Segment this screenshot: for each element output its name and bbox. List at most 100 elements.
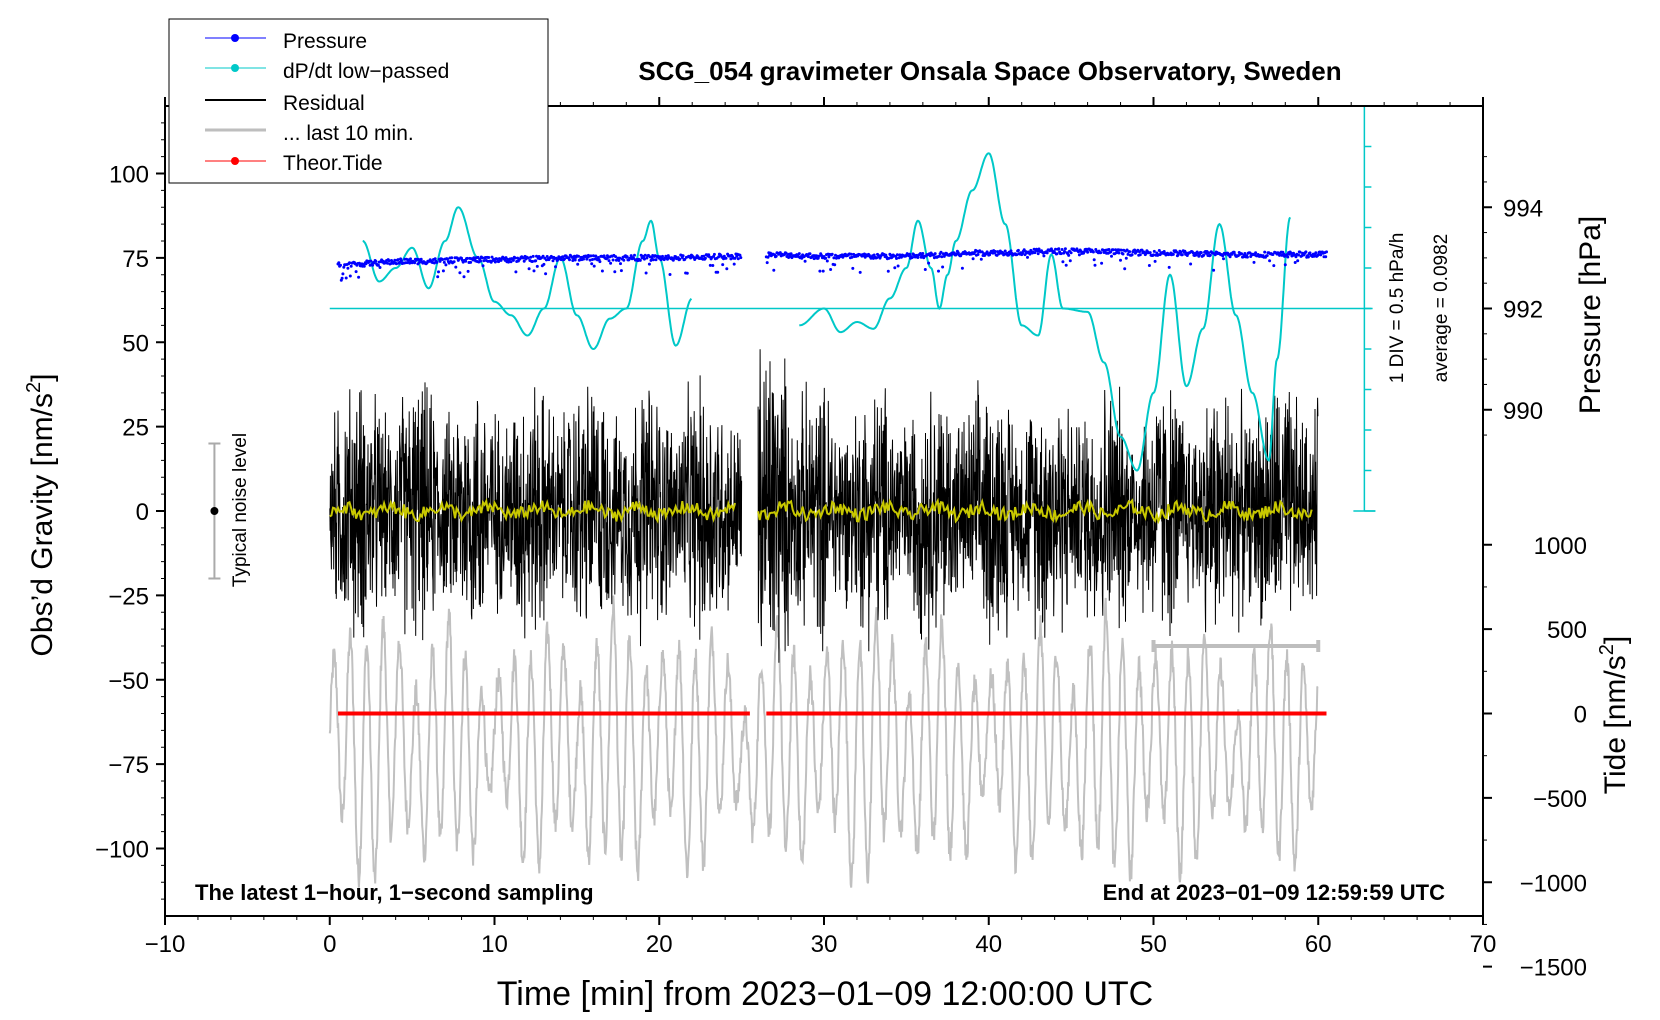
pressure-point: [649, 258, 653, 262]
pressure-point: [1123, 267, 1127, 271]
pressure-point: [433, 257, 437, 261]
pressure-point: [1240, 252, 1244, 256]
pressure-point: [1189, 262, 1193, 266]
pressure-point: [446, 257, 449, 261]
y-tick-label-8: 100: [109, 162, 149, 189]
pressure-point: [895, 253, 899, 257]
tilt-signal-layer: [328, 595, 1319, 888]
pressure-point: [1289, 251, 1293, 255]
pressure-point: [576, 262, 580, 266]
pressure-point: [462, 275, 466, 279]
pressure-point: [339, 263, 342, 267]
pressure-point: [1272, 264, 1276, 268]
pressure-point: [1028, 252, 1032, 256]
pressure-point: [1325, 250, 1328, 254]
pressure-point: [559, 258, 563, 262]
pressure-point: [1054, 247, 1057, 251]
pressure-point: [551, 259, 555, 263]
y-tick-label-1: −75: [108, 752, 149, 779]
dpdt-line-0: [362, 206, 693, 351]
legend-dot-1: [231, 64, 239, 72]
pressure-point: [1126, 252, 1130, 256]
pressure-point: [458, 271, 462, 275]
pressure-point: [736, 257, 740, 261]
pressure-point: [1179, 250, 1183, 254]
pressure-point: [480, 256, 484, 260]
pressure-point: [614, 255, 618, 259]
pressure-point: [1016, 248, 1020, 252]
pressure-point: [643, 253, 647, 257]
pressure-point: [573, 258, 577, 262]
pressure-point: [1228, 255, 1232, 259]
sampling-annotation: The latest 1−hour, 1−second sampling: [195, 880, 594, 905]
pressure-point: [413, 261, 417, 265]
x-tick-label-7: 60: [1305, 931, 1332, 958]
pressure-point: [895, 257, 898, 260]
pressure-point: [689, 256, 693, 260]
pressure-point: [717, 255, 721, 259]
pressure-point: [544, 272, 548, 276]
pressure-point: [797, 252, 801, 256]
pressure-point: [619, 262, 622, 266]
pressure-point: [1003, 249, 1007, 253]
x-tick-label-3: 20: [646, 931, 673, 958]
noise-bar-center-dot: [210, 507, 219, 515]
pressure-point: [374, 259, 378, 263]
pressure-point: [337, 261, 341, 265]
pressure-point: [1067, 253, 1071, 257]
pressure-point: [1297, 253, 1300, 257]
pressure-point: [724, 256, 728, 260]
pressure-point: [371, 263, 375, 267]
pressure-point: [369, 259, 373, 263]
pressure-point: [1304, 250, 1308, 254]
pressure-point: [589, 254, 593, 258]
pressure-point: [340, 276, 344, 280]
pressure-point: [541, 254, 545, 258]
pressure-point: [1130, 253, 1134, 257]
pressure-point: [1296, 259, 1300, 263]
pressure-point: [591, 254, 595, 258]
pressure-point: [1222, 257, 1225, 261]
pressure-point: [385, 261, 389, 265]
pressure-point: [1265, 254, 1269, 258]
pressure-point: [629, 254, 633, 258]
pressure-point: [594, 254, 598, 258]
legend-dot-0: [231, 34, 239, 42]
pressure-point: [563, 257, 566, 261]
pressure-point: [933, 252, 937, 256]
pressure-point: [711, 264, 715, 267]
pressure-point: [1278, 253, 1281, 257]
pressure-point: [469, 260, 473, 264]
x-tick-label-0: −10: [145, 931, 186, 958]
pressure-point: [708, 255, 711, 259]
x-tick-label-1: 0: [323, 931, 336, 958]
pressure-point: [454, 265, 458, 269]
pressure-point: [441, 269, 445, 273]
pressure-point: [1109, 250, 1113, 254]
pressure-point: [481, 264, 485, 268]
pressure-point: [487, 256, 491, 259]
pressure-point: [960, 266, 964, 270]
pressure-point: [1063, 247, 1067, 251]
x-tick-label-8: 70: [1470, 931, 1497, 958]
y-tick-label-2: −50: [108, 668, 149, 695]
pressure-point: [923, 268, 927, 271]
pressure-point: [1009, 249, 1013, 253]
tilt-signal-line: [328, 595, 1319, 888]
pressure-point: [1119, 258, 1122, 262]
pressure-point: [661, 254, 664, 258]
pressure-point: [716, 270, 720, 274]
pressure-point: [435, 260, 439, 264]
pressure-point: [622, 258, 626, 262]
y-tick-label-7: 75: [122, 246, 149, 273]
pressure-point: [450, 256, 454, 260]
y-axis-label-left: Obs’d Gravity [nm/s2]: [23, 374, 59, 657]
pressure-point: [633, 253, 636, 257]
pressure-point: [1128, 250, 1132, 254]
tide-tick-label-1: 500: [1547, 617, 1587, 644]
pressure-point: [683, 257, 687, 261]
pressure-point: [1091, 250, 1095, 254]
pressure-point: [1314, 251, 1318, 255]
pressure-point: [916, 256, 920, 259]
pressure-point: [1138, 253, 1142, 257]
